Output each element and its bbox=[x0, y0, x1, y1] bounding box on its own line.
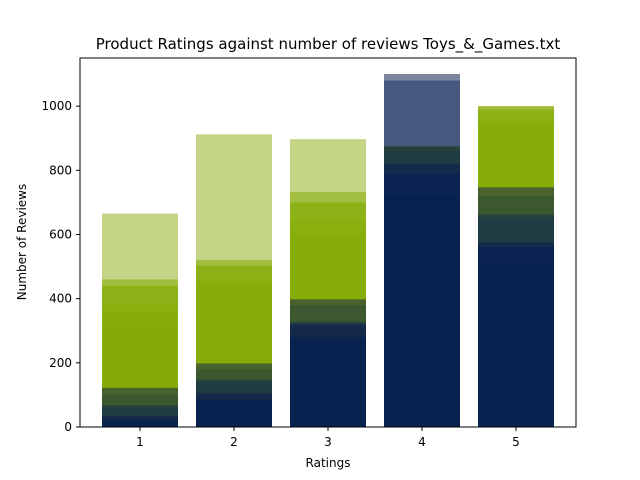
bar-4-layer-14 bbox=[384, 195, 460, 427]
y-tick-label-800: 800 bbox=[49, 163, 72, 177]
bar-1-layer-14 bbox=[102, 422, 178, 427]
bar-3-layer-14 bbox=[290, 340, 366, 427]
y-tick-label-1000: 1000 bbox=[41, 99, 72, 113]
y-axis-label: Number of Reviews bbox=[15, 184, 29, 300]
x-tick-label-2: 2 bbox=[230, 435, 238, 449]
bar-4-upper bbox=[384, 80, 460, 147]
x-axis-label: Ratings bbox=[306, 456, 351, 470]
bar-2-layer-14 bbox=[196, 401, 272, 427]
y-tick-label-0: 0 bbox=[64, 420, 72, 434]
chart-title: Product Ratings against number of review… bbox=[96, 35, 561, 54]
bar-5-layer-14 bbox=[478, 263, 554, 427]
x-tick-label-5: 5 bbox=[512, 435, 520, 449]
x-tick-label-4: 4 bbox=[418, 435, 426, 449]
bar-4-cap bbox=[384, 74, 460, 81]
y-axis-ticks: 0 200 400 600 800 1000 bbox=[41, 99, 80, 434]
y-tick-label-200: 200 bbox=[49, 356, 72, 370]
x-tick-label-3: 3 bbox=[324, 435, 332, 449]
bars-group bbox=[102, 74, 554, 428]
x-tick-label-1: 1 bbox=[136, 435, 144, 449]
x-axis-ticks: 1 2 3 4 5 bbox=[136, 427, 520, 449]
y-tick-label-400: 400 bbox=[49, 292, 72, 306]
y-tick-label-600: 600 bbox=[49, 227, 72, 241]
